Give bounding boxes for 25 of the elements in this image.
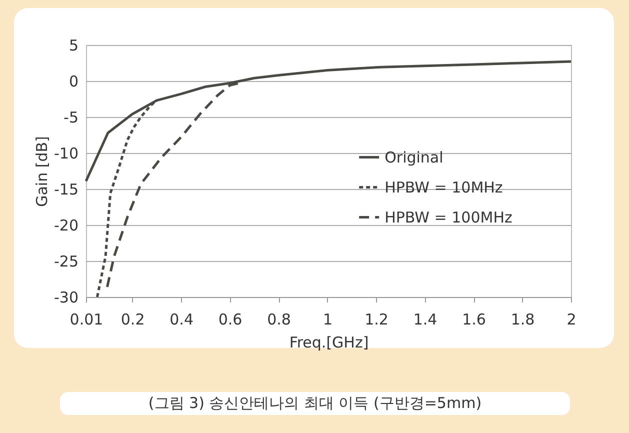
x-tick-label: 0.01: [70, 310, 104, 328]
legend-label: HPBW = 10MHz: [384, 178, 503, 196]
x-tick-label: 1.4: [413, 310, 438, 328]
y-tick-label: -20: [54, 216, 78, 234]
y-tick-label: 5: [68, 36, 78, 54]
x-axis-title: Freq.[GHz]: [289, 334, 369, 352]
y-tick-label: -5: [64, 108, 78, 126]
y-tick-label: 0: [68, 72, 78, 90]
x-tick-label: 2: [566, 310, 576, 328]
x-tick-label: 1.8: [510, 310, 535, 328]
y-tick-label: -25: [54, 252, 78, 270]
y-tick-label: -30: [54, 288, 78, 306]
x-tick-label: 0.2: [120, 310, 145, 328]
x-tick-label: 0.4: [170, 310, 194, 328]
x-tick-label: 1.6: [462, 310, 486, 328]
y-axis-title: Gain [dB]: [33, 136, 51, 207]
legend-label: HPBW = 100MHz: [384, 208, 512, 226]
text: (그림 3) 송신안테나의 최대 이득 (구반경=5mm): [60, 392, 570, 415]
y-tick-label: -10: [54, 144, 78, 162]
legend-label: Original: [384, 148, 444, 166]
y-tick-label: -15: [54, 180, 78, 198]
x-tick-label: 1: [323, 310, 333, 328]
x-tick-label: 1.2: [364, 310, 388, 328]
x-tick-label: 0.8: [267, 310, 291, 328]
x-tick-label: 0.6: [218, 310, 242, 328]
